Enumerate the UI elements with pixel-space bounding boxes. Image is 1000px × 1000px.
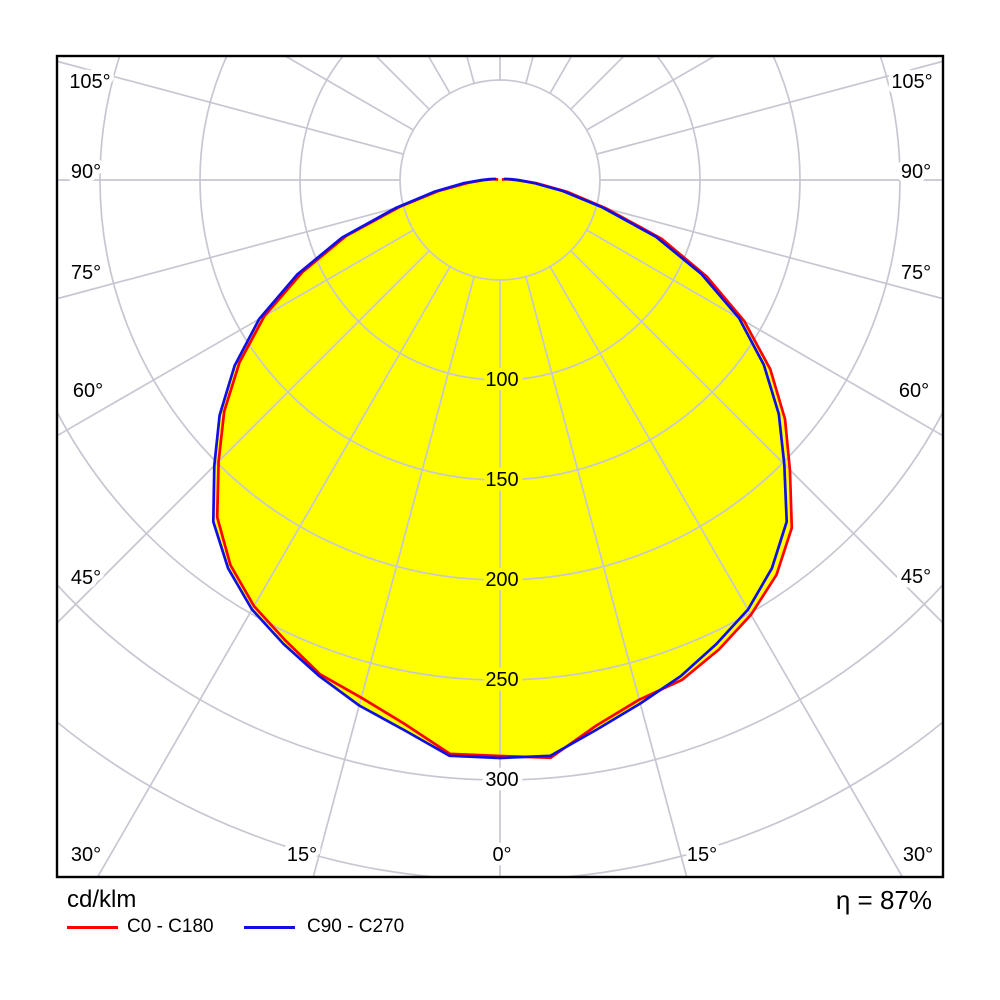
grid-spoke	[570, 250, 942, 624]
legend-line-c90-c270	[244, 926, 295, 929]
radial-tick-label: 250	[485, 669, 518, 691]
units-label: cd/klm	[67, 886, 137, 913]
grid-spoke	[570, 57, 625, 110]
angle-tick-label: 75°	[901, 262, 931, 284]
angle-tick-label: 45°	[901, 566, 931, 588]
grid-spoke	[97, 266, 451, 876]
angle-tick-label: 90°	[901, 161, 931, 183]
tick-labels: 105° 90° 75° 60° 45° 30° 15° 0° 15° 30° 45° 60° 75° 9…	[65, 67, 938, 871]
angle-tick-label: 60°	[73, 380, 103, 402]
grid-spoke	[428, 57, 451, 94]
grid-spoke	[312, 276, 475, 876]
grid-spoke	[375, 57, 430, 110]
angle-tick-label: 75°	[71, 262, 101, 284]
grid-spoke	[596, 205, 942, 300]
radial-tick-label: 300	[485, 769, 518, 791]
angle-tick-label: 105°	[69, 71, 110, 93]
legend: C0 - C180 C90 - C270	[0, 915, 1000, 941]
efficiency-label: η = 87%	[835, 885, 932, 915]
radial-tick-label: 100	[485, 369, 518, 391]
angle-tick-label: 30°	[71, 844, 101, 866]
angle-tick-label: 15°	[287, 844, 317, 866]
curve-C90-C270	[211, 177, 789, 760]
grid-spoke	[549, 266, 903, 876]
angle-tick-label: 45°	[71, 567, 101, 589]
legend-label-c90-c270: C90 - C270	[307, 916, 405, 937]
angle-tick-label: 15°	[687, 844, 717, 866]
grid-spoke	[525, 276, 688, 876]
grid-spoke	[58, 205, 404, 300]
grid-spoke	[58, 229, 414, 437]
grid-spoke	[285, 57, 414, 131]
grid-spoke	[58, 60, 404, 155]
plot-frame	[55, 54, 945, 879]
angle-tick-label: 0°	[492, 844, 511, 866]
angle-tick-label: 105°	[891, 71, 932, 93]
angle-tick-label: 30°	[903, 844, 933, 866]
angle-tick-label: 90°	[71, 161, 101, 183]
legend-label-c0-c180: C0 - C180	[127, 916, 214, 937]
angle-tick-label: 60°	[899, 380, 929, 402]
grid-spoke	[586, 57, 715, 131]
grid-spoke	[596, 60, 942, 155]
legend-line-c0-c180	[67, 926, 118, 929]
radial-tick-label: 150	[485, 469, 518, 491]
grid-spoke	[58, 250, 430, 624]
radial-tick-label: 200	[485, 569, 518, 591]
